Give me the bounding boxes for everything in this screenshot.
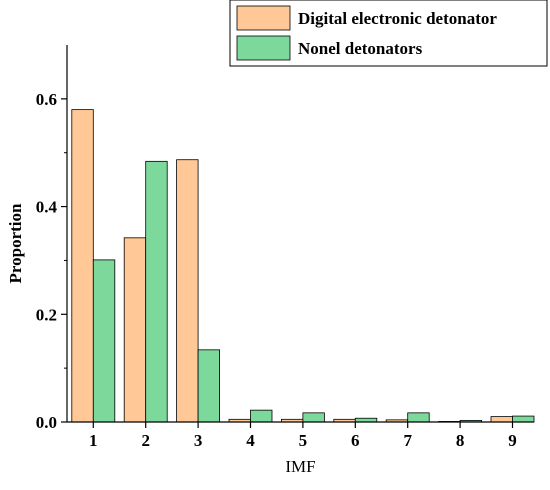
bar-digital-1 xyxy=(71,109,94,423)
x-tick-label: 9 xyxy=(508,431,517,450)
y-tick-label: 0.2 xyxy=(36,305,57,324)
y-tick-label: 0.4 xyxy=(36,198,58,217)
legend-swatch xyxy=(236,35,291,61)
x-tick-label: 8 xyxy=(456,431,465,450)
axes-group xyxy=(66,45,534,423)
bar-digital-3 xyxy=(176,159,199,423)
y-tick-label: 0.6 xyxy=(36,90,57,109)
x-tick-label: 5 xyxy=(299,431,308,450)
legend-label: Digital electronic detonator xyxy=(298,9,497,28)
bar-nonel-2 xyxy=(145,160,168,423)
x-tick-label: 4 xyxy=(246,431,255,450)
bar-digital-2 xyxy=(123,237,147,423)
x-tick-label: 3 xyxy=(194,431,203,450)
bar-nonel-9 xyxy=(512,415,535,423)
x-tick-label: 1 xyxy=(89,431,98,450)
x-tick-label: 2 xyxy=(141,431,150,450)
bar-nonel-3 xyxy=(197,349,221,423)
bar-nonel-4 xyxy=(250,409,273,423)
legend-swatch xyxy=(236,5,291,31)
bar-nonel-1 xyxy=(92,259,116,423)
y-tick-label: 0.0 xyxy=(36,413,57,432)
x-tick-label: 6 xyxy=(351,431,360,450)
x-axis-title: IMF xyxy=(285,457,315,476)
ticks-group: 0.0 0.2 0.4 0.6 1 2 3 4 5 6 7 8 9 xyxy=(36,90,517,450)
bar-nonel-7 xyxy=(407,412,430,423)
y-axis-title: Proportion xyxy=(6,203,25,284)
bar-digital-9 xyxy=(490,416,513,423)
x-tick-label: 7 xyxy=(403,431,412,450)
legend-label: Nonel detonators xyxy=(298,39,423,58)
bar-nonel-5 xyxy=(302,412,325,423)
bars-group xyxy=(71,109,535,423)
legend: Digital electronic detonator Nonel detona… xyxy=(229,0,548,67)
